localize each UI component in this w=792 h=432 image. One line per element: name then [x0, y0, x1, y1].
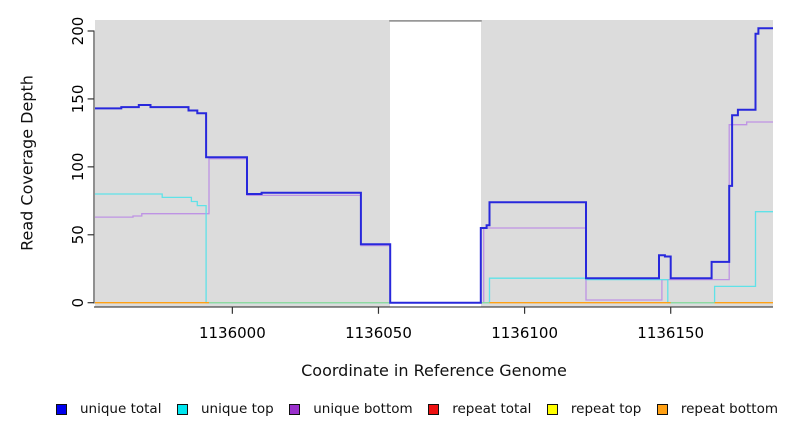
- legend-item-unique-total: unique total: [56, 401, 161, 417]
- series-unique-total: [95, 27, 773, 304]
- legend-label: repeat top: [570, 401, 642, 417]
- legend-item-repeat-bottom: repeat bottom: [656, 401, 778, 417]
- legend-item-repeat-top: repeat top: [546, 401, 642, 417]
- legend-swatch-unique-bottom: [289, 403, 301, 415]
- legend: unique total unique top unique bottom repea…: [0, 398, 792, 420]
- y-tick-label: 100: [69, 153, 87, 182]
- legend-label: unique total: [80, 401, 162, 417]
- series-unique-top: [95, 193, 773, 304]
- legend-label: unique top: [201, 401, 274, 417]
- legend-swatch-unique-top: [177, 403, 188, 415]
- legend-swatch-repeat-total: [428, 403, 440, 415]
- x-tick-label: 1136150: [637, 324, 704, 342]
- legend-label: repeat total: [452, 401, 532, 417]
- legend-item-repeat-total: repeat total: [428, 401, 531, 417]
- y-tick-label: 0: [69, 298, 87, 308]
- x-tick-label: 1136050: [345, 324, 412, 342]
- x-axis-label: Coordinate in Reference Genome: [301, 361, 567, 380]
- legend-item-unique-bottom: unique bottom: [289, 401, 413, 417]
- legend-item-unique-top: unique top: [177, 401, 274, 417]
- legend-label: unique bottom: [313, 401, 413, 417]
- legend-swatch-unique-total: [56, 403, 67, 415]
- y-tick-label: 50: [69, 225, 87, 244]
- y-tick-label: 150: [69, 85, 87, 114]
- legend-swatch-repeat-top: [546, 403, 558, 415]
- plot-panel: [480, 20, 773, 307]
- plot-panel: [95, 20, 391, 307]
- x-tick-label: 1136000: [199, 324, 266, 342]
- x-tick-label: 1136100: [491, 324, 558, 342]
- y-axis-label: Read Coverage Depth: [17, 75, 37, 251]
- legend-swatch-repeat-bottom: [656, 403, 668, 415]
- y-tick-label: 200: [69, 17, 87, 46]
- legend-label: repeat bottom: [680, 401, 778, 417]
